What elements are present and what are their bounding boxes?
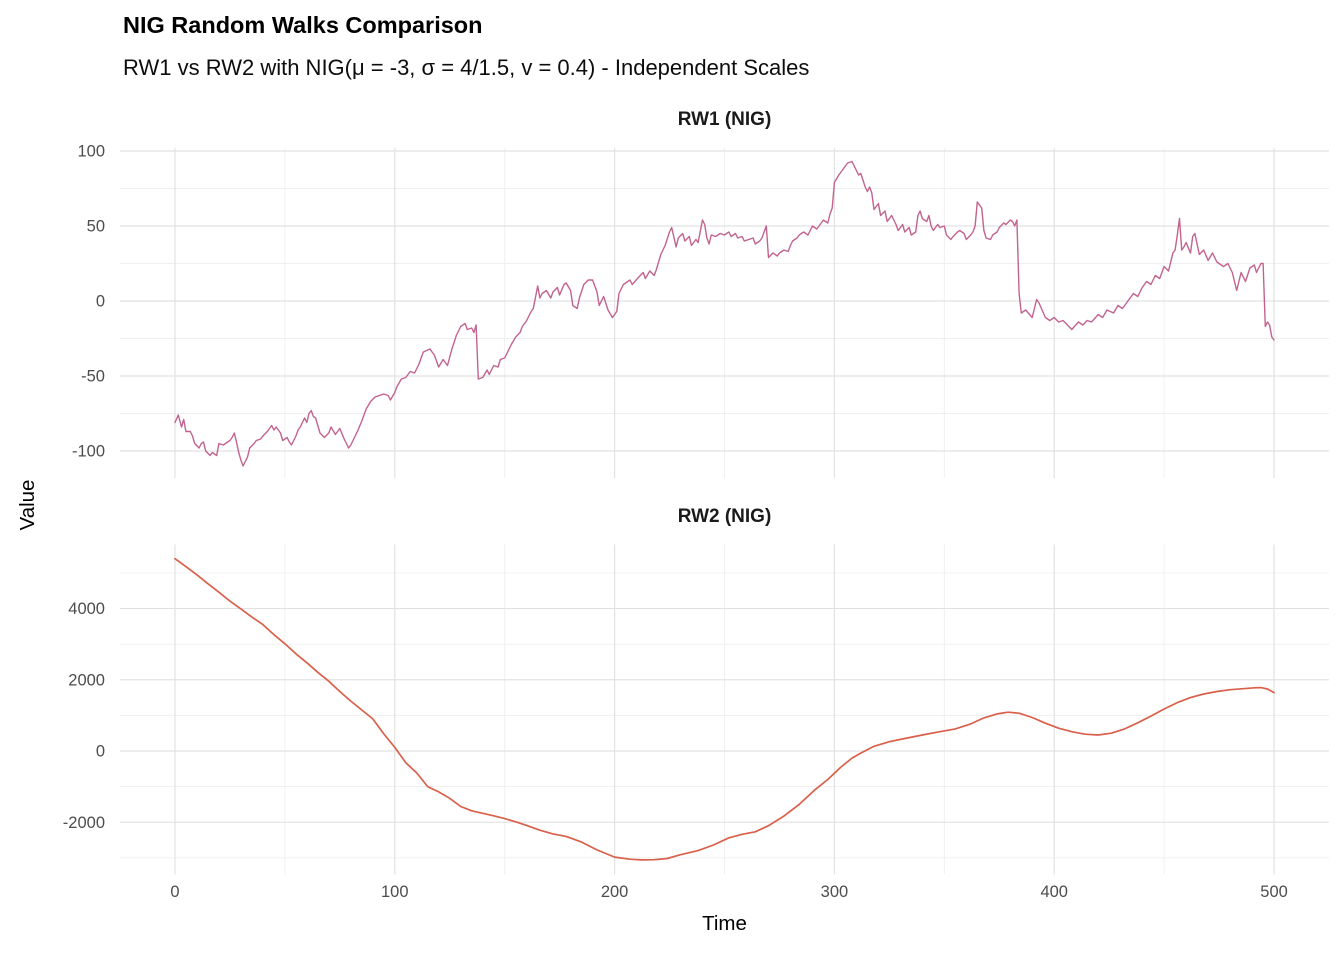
y-tick-label: 4000 (68, 600, 105, 618)
series-line-rw1 (174, 160, 1275, 467)
facet-label-rw2: RW2 (NIG) (677, 506, 772, 527)
y-axis-title: Value (16, 479, 39, 531)
y-tick-label: 2000 (68, 671, 105, 689)
panel-rw2-chart: 4000 2000 0 -2000 (63, 544, 1329, 875)
x-tick-label: 200 (600, 883, 629, 901)
chart-subtitle: RW1 vs RW2 with NIG(μ = -3, σ = 4/1.5, v… (123, 55, 810, 80)
y-tick-label: 50 (87, 218, 105, 236)
y-tick-label: 100 (77, 143, 105, 161)
panel-rw1-chart: 100 50 0 -50 -100 (72, 143, 1329, 478)
x-tick-label: 400 (1040, 883, 1068, 901)
y-tick-label: 0 (96, 743, 105, 761)
y-tick-label: -100 (72, 443, 105, 461)
x-tick-label: 100 (381, 883, 409, 901)
x-tick-label: 300 (820, 883, 849, 901)
y-tick-label: 0 (96, 293, 105, 311)
y-tick-label: -50 (81, 368, 105, 386)
x-axis-tick-labels: 0 100 200 300 400 500 (0, 883, 1344, 905)
chart-title: NIG Random Walks Comparison (123, 12, 483, 38)
x-tick-label: 0 (170, 883, 180, 901)
y-tick-label: -2000 (63, 814, 105, 832)
facet-label-rw1: RW1 (NIG) (677, 109, 772, 130)
x-tick-label: 500 (1260, 883, 1288, 901)
x-axis-title: Time (702, 912, 747, 935)
series-line-rw2 (174, 557, 1275, 861)
